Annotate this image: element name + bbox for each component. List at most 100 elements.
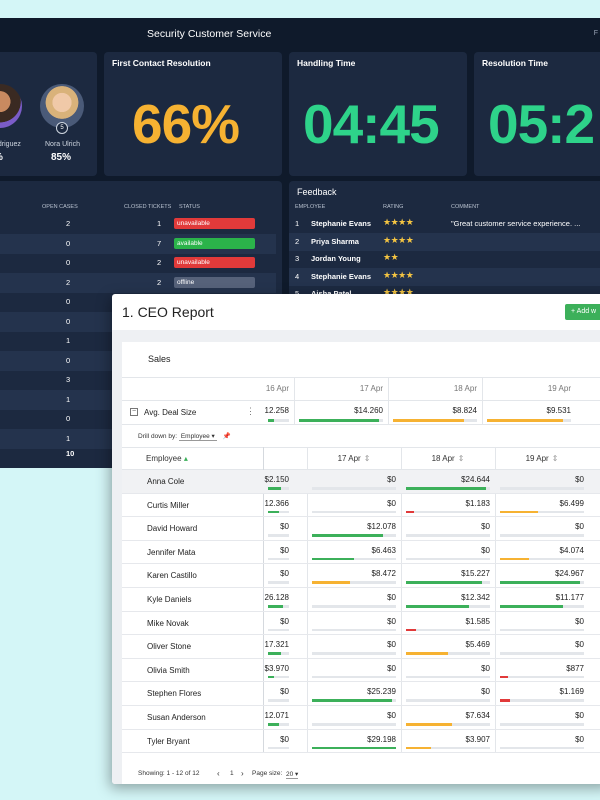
date-column-header[interactable]: 17 Apr ⇕ <box>307 454 401 463</box>
open-cases-cell: 1 <box>66 433 71 443</box>
deal-value: $0 <box>481 545 490 555</box>
divider <box>122 424 600 425</box>
deal-value: $12.078 <box>367 522 396 532</box>
progress-bar <box>406 723 490 726</box>
progress-bar <box>312 510 396 514</box>
avg-deal-size-value: $9.531 <box>546 406 571 415</box>
employee-name: Mike Novak <box>147 618 189 628</box>
employee-column-header[interactable]: Employee ▴ <box>146 454 188 463</box>
progress-bar <box>268 510 289 514</box>
deal-value: $15.227 <box>461 569 490 579</box>
closed-tickets-cell: 1 <box>157 219 162 228</box>
progress-bar <box>268 628 289 632</box>
open-cases-cell: 0 <box>66 238 71 248</box>
table-row: 0 2 unavailable <box>0 253 276 273</box>
employee-name: Susan Anderson <box>147 713 206 722</box>
progress-bar-fill <box>500 581 580 584</box>
table-row[interactable]: Karen Castillo $0 $8.472 $15.227 $24.967 <box>122 564 600 588</box>
kpi-first-contact-resolution: First Contact Resolution 66% <box>104 52 282 176</box>
deal-value: $0 <box>280 545 289 555</box>
column-header-comment: COMMENT <box>451 204 480 210</box>
sort-asc-icon: ▴ <box>183 454 188 463</box>
open-cases-cell: 0 <box>66 414 71 423</box>
pin-icon[interactable]: 📌 <box>222 433 231 440</box>
next-page-icon[interactable]: › <box>241 769 244 778</box>
table-row[interactable]: Jennifer Mata $0 $6.463 $0 $4.074 <box>122 541 600 565</box>
page-size-label: Page size: <box>252 770 283 777</box>
progress-bar <box>312 652 396 655</box>
agent-avatar[interactable] <box>0 84 22 128</box>
employee-name: Curtis Miller <box>147 500 190 510</box>
date-label: 17 Apr <box>337 454 361 463</box>
star-rating-icon: ★★★★ <box>383 269 414 280</box>
avg-deal-size-value: $14.260 <box>354 406 383 415</box>
table-row[interactable]: Curtis Miller 12.366 $0 $1.183 $6.499 <box>122 494 600 518</box>
feedback-number: 4 <box>295 271 300 281</box>
status-badge: unavailable <box>174 257 255 268</box>
table-row[interactable]: Olivia Smith $3.970 $0 $0 $877 <box>122 659 600 683</box>
progress-bar-fill <box>406 510 415 514</box>
progress-bar <box>406 652 490 655</box>
date-column-header[interactable]: 17 Apr <box>359 384 383 393</box>
deal-value: $25.239 <box>367 687 396 697</box>
prev-page-icon[interactable]: ‹ <box>217 769 220 778</box>
ceo-report-window: 1. CEO Report + Add w Sales 16 Apr 17 Apr… <box>112 294 600 784</box>
current-page[interactable]: 1 <box>230 770 234 777</box>
page-size-select[interactable]: 20 ▾ <box>286 771 299 779</box>
progress-bar <box>268 652 289 655</box>
feedback-employee: Priya Sharma <box>311 236 359 246</box>
deal-value: 12.366 <box>264 498 289 508</box>
divider <box>482 378 483 424</box>
progress-bar <box>312 699 396 702</box>
feedback-row: 3 Jordan Young ★★ <box>289 250 600 268</box>
table-row: 3 <box>0 370 276 390</box>
progress-bar-fill <box>406 723 453 726</box>
progress-bar-fill <box>406 746 432 750</box>
table-row[interactable]: David Howard $0 $12.078 $0 $0 <box>122 517 600 541</box>
date-column-header[interactable]: 19 Apr <box>547 384 571 393</box>
progress-bar <box>500 487 584 490</box>
table-row[interactable]: Anna Cole $2.150 $0 $24.644 $0 <box>122 470 600 494</box>
divider <box>307 448 308 753</box>
progress-bar-fill <box>406 652 448 655</box>
progress-bar <box>406 605 490 608</box>
table-row: 0 <box>0 409 276 429</box>
date-column-header[interactable]: 18 Apr <box>453 384 477 393</box>
agent-avatar[interactable] <box>40 84 84 128</box>
table-row[interactable]: Mike Novak $0 $0 $1.585 $0 <box>122 612 600 636</box>
kpi-value: 05:2 <box>488 93 595 155</box>
deal-value: $0 <box>575 475 584 484</box>
report-body: Sales 16 Apr 17 Apr 18 Apr 19 Apr − Avg. De… <box>112 330 600 784</box>
kpi-value: 04:45 <box>303 93 440 155</box>
progress-bar <box>312 534 396 537</box>
drill-down-select[interactable]: Employee ▾ <box>178 433 217 441</box>
employee-header-label: Employee <box>146 454 182 463</box>
divider <box>388 378 389 424</box>
row-menu-icon[interactable]: ⋮ <box>246 406 255 416</box>
progress-bar <box>406 675 490 679</box>
progress-bar <box>406 487 490 490</box>
date-column-header[interactable]: 19 Apr ⇕ <box>495 454 589 463</box>
drill-down-control[interactable]: Drill down by: Employee ▾ 📌 <box>138 432 231 441</box>
table-row[interactable]: Stephen Flores $0 $25.239 $0 $1.169 <box>122 682 600 706</box>
date-column-header[interactable]: 18 Apr ⇕ <box>401 454 495 463</box>
deal-value: $6.499 <box>559 498 584 508</box>
divider <box>122 377 600 378</box>
deal-value: $1.183 <box>465 498 490 508</box>
divider <box>401 448 402 753</box>
table-row[interactable]: Tyler Bryant $0 $29.198 $3.907 $0 <box>122 730 600 754</box>
column-header-rating: RATING <box>383 204 404 210</box>
employee-name: David Howard <box>147 524 198 534</box>
collapse-toggle-icon[interactable]: − <box>130 408 138 416</box>
date-column-header[interactable]: 16 Apr <box>265 384 289 393</box>
deal-value: $0 <box>575 616 584 626</box>
progress-bar <box>500 581 584 584</box>
table-row[interactable]: Susan Anderson 12.071 $0 $7.634 $0 <box>122 706 600 730</box>
add-widget-button[interactable]: + Add w <box>565 304 600 320</box>
progress-bar-fill <box>500 675 509 679</box>
table-row[interactable]: Oliver Stone 17.321 $0 $5.469 $0 <box>122 635 600 659</box>
deal-value: $0 <box>280 734 289 744</box>
table-row[interactable]: Kyle Daniels 26.128 $0 $12.342 $11.177 <box>122 588 600 612</box>
progress-bar <box>500 675 584 679</box>
agent-percentage: 85% <box>51 152 72 163</box>
